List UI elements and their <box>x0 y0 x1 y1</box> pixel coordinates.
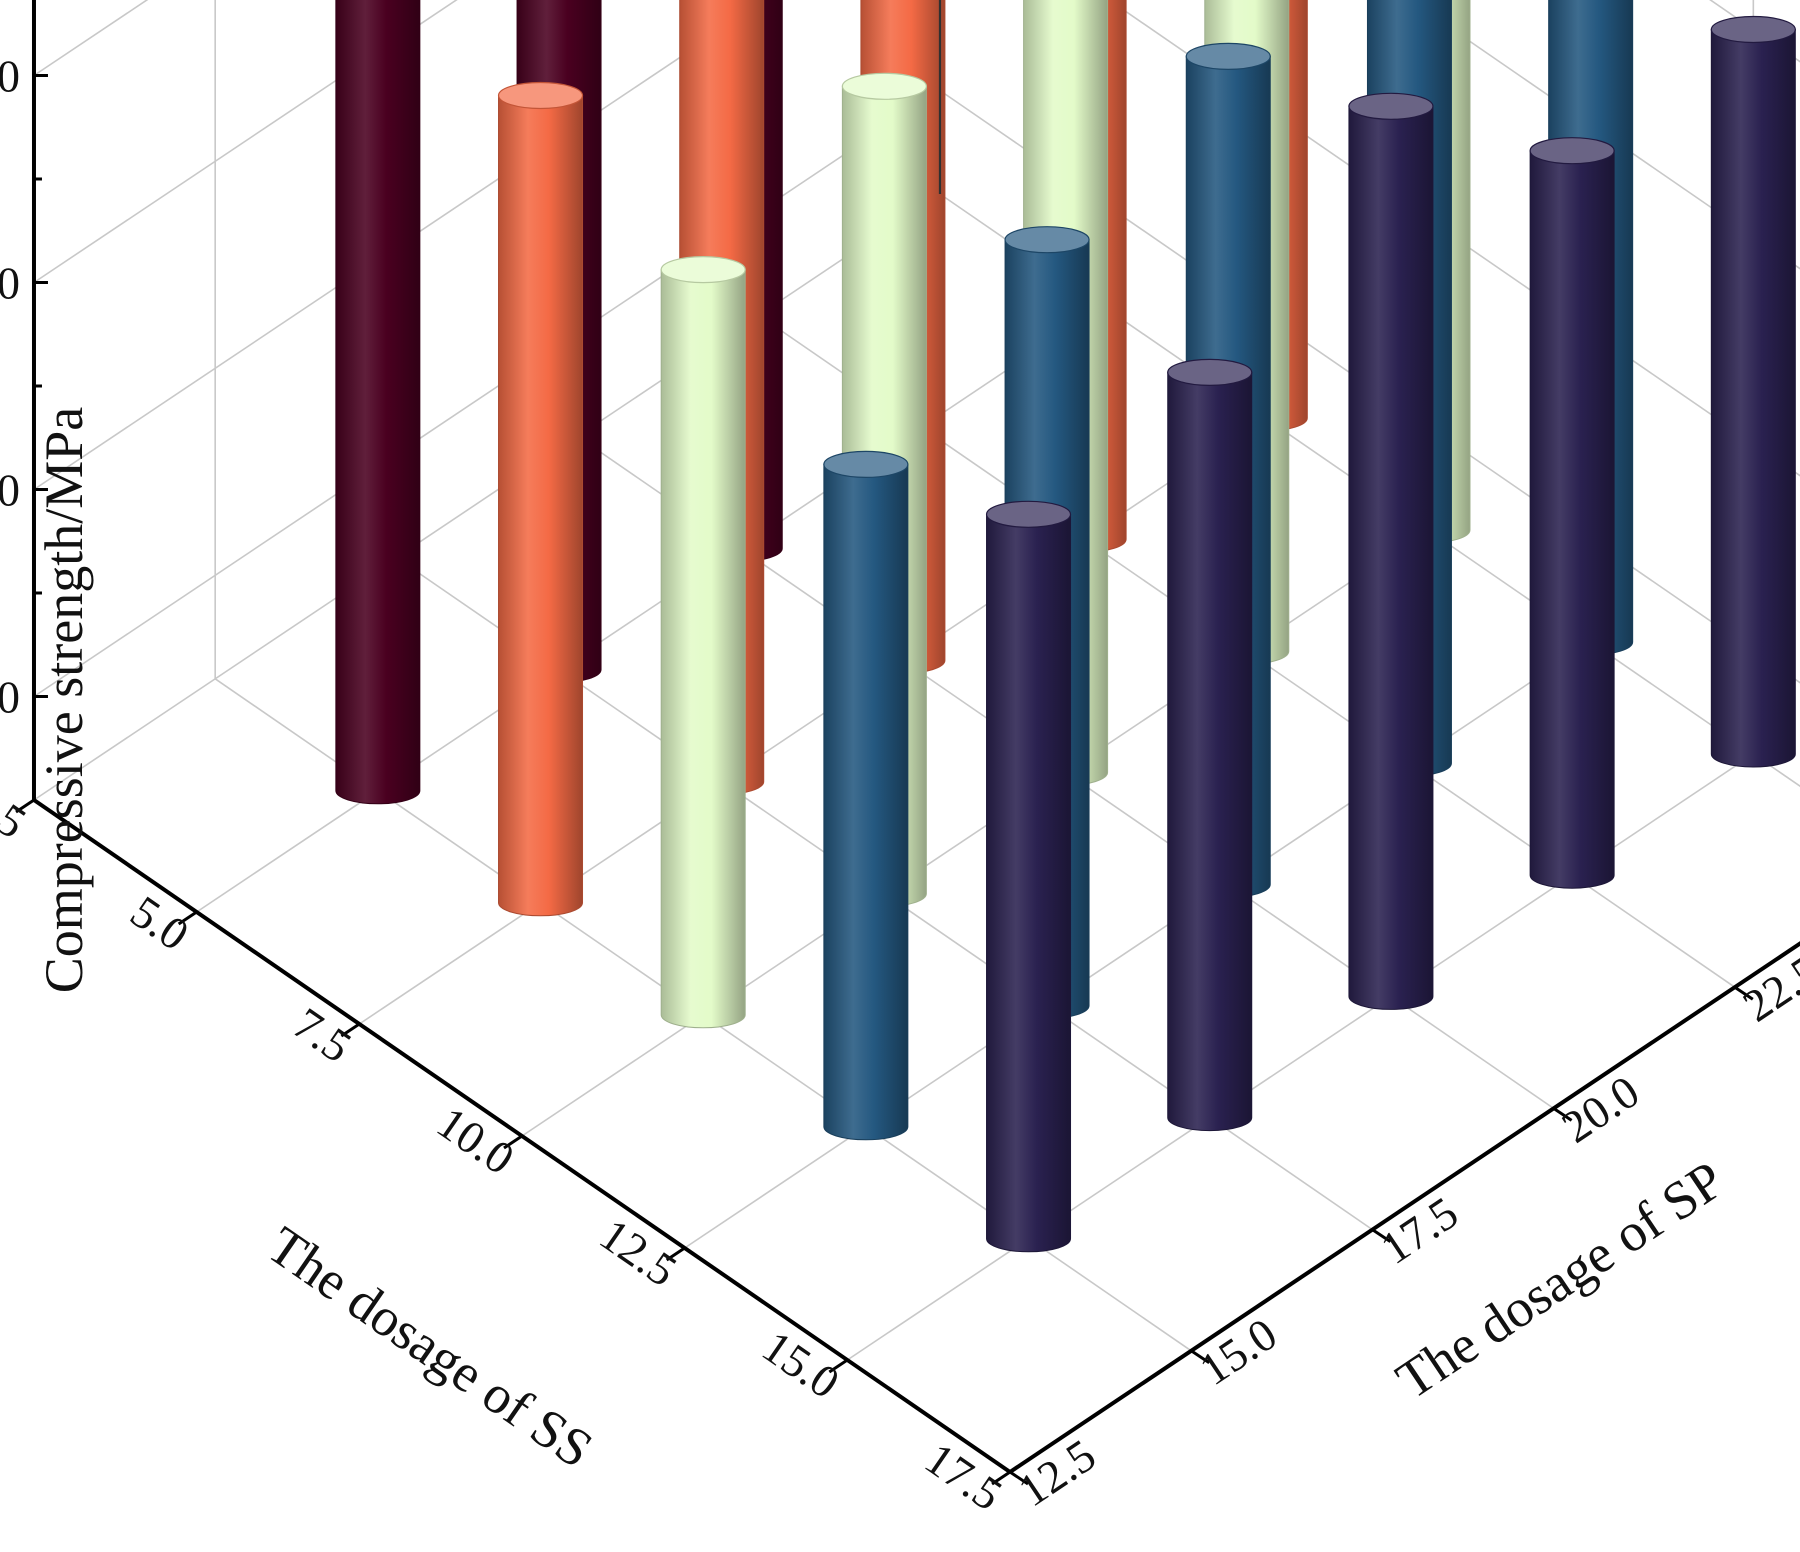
bar-ss-10.0-sp-15.0 <box>660 256 746 1029</box>
y-tick <box>1190 1349 1211 1365</box>
x-tick <box>828 1358 849 1374</box>
x-tick-label: 15.0 <box>753 1321 848 1409</box>
bar-top <box>1167 358 1253 386</box>
y-tick <box>1733 985 1754 1001</box>
bar-ss-7.5-sp-15.0 <box>497 81 584 917</box>
bar-body <box>1529 150 1615 889</box>
y-tick-label: 20.0 <box>1553 1066 1648 1153</box>
x-tick-label: 17.5 <box>916 1433 1011 1521</box>
bar-top <box>497 81 584 110</box>
y-tick <box>1009 1470 1029 1486</box>
bar-ss-5.0-sp-15.0 <box>335 0 421 805</box>
x-tick <box>503 1134 523 1150</box>
bar-body <box>1348 105 1434 1010</box>
bar-ss-15.0-sp-22.5 <box>1529 137 1615 889</box>
y-tick <box>1371 1228 1392 1243</box>
x-tick-label: 2.5 <box>0 774 35 849</box>
x-tick <box>991 1470 1011 1486</box>
grid-line-back-z <box>33 0 458 284</box>
x-tick <box>665 1246 686 1262</box>
y-axis-line <box>1008 941 1800 1474</box>
bar-ss-15.0-sp-17.5 <box>1167 358 1253 1132</box>
bar-top <box>1185 42 1271 71</box>
x-tick-label: 7.5 <box>284 998 360 1073</box>
axes-layer <box>15 0 1800 1486</box>
bar-ss-15.0-sp-25.0 <box>1710 15 1796 768</box>
x-tick <box>15 798 35 814</box>
grid-line-back-z <box>33 0 149 77</box>
z-tick-label: 10 <box>0 672 20 723</box>
bar-top <box>985 500 1072 528</box>
grid-line-back-z <box>33 89 941 698</box>
z-tick-label: 40 <box>0 51 20 102</box>
grid-line-floor-x <box>358 417 1266 1025</box>
bar-ss-12.5-sp-15.0 <box>823 450 909 1141</box>
y-tick-label: 15.0 <box>1190 1308 1285 1395</box>
bar-body <box>335 0 421 805</box>
bar-body <box>660 269 746 1029</box>
y-tick-label: 22.5 <box>1734 944 1800 1031</box>
bar-top <box>1529 137 1615 165</box>
x-tick-label: 5.0 <box>122 886 198 961</box>
z-axis-title: Compressive strength/MPa <box>34 407 94 993</box>
y-tick-label: 17.5 <box>1372 1187 1467 1274</box>
x-tick <box>340 1022 361 1038</box>
grid-line-floor-x <box>521 529 1429 1137</box>
bars-layer <box>335 0 1796 1253</box>
grid-line-back-z <box>33 0 768 491</box>
bar-body <box>1710 29 1796 768</box>
bar-top <box>1004 226 1090 254</box>
bar-top <box>1348 92 1434 120</box>
grid-line-floor-x <box>684 641 1592 1249</box>
bar-top <box>841 72 927 100</box>
frame-layer <box>938 0 942 194</box>
x-axis-title: The dosage of SS <box>257 1215 603 1480</box>
bar-top <box>823 450 909 478</box>
bar-ss-15.0-sp-20.0 <box>1348 92 1434 1010</box>
x-tick <box>177 910 198 926</box>
y-tick-label: 12.5 <box>1009 1429 1104 1516</box>
z-tick-label: 20 <box>0 465 20 516</box>
z-tick-label: 30 <box>0 258 20 309</box>
bar-top <box>660 256 746 284</box>
x-tick-label: 12.5 <box>591 1209 686 1297</box>
bar-ss-15.0-sp-15.0 <box>985 500 1072 1253</box>
grid-line-floor-x <box>196 305 1104 913</box>
bar-top <box>1710 15 1796 44</box>
x-tick-label: 10.0 <box>428 1097 523 1185</box>
bar-body <box>986 513 1072 1253</box>
y-tick <box>1552 1107 1573 1122</box>
bar-body <box>823 463 909 1141</box>
grid-line-floor-x <box>33 193 941 801</box>
bar-body <box>1167 371 1253 1132</box>
bar-body <box>498 95 584 917</box>
